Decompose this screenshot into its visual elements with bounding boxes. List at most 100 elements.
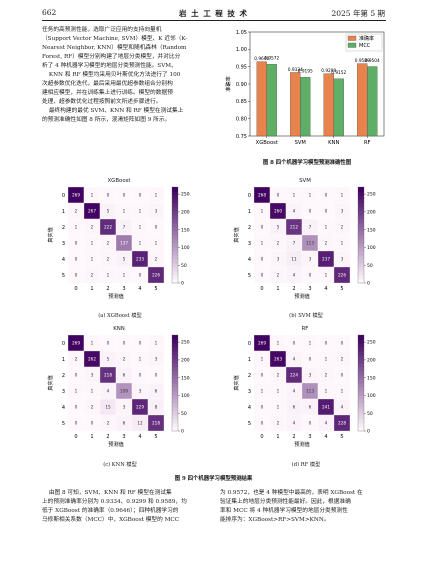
matrix-cell-value: 0 bbox=[123, 341, 126, 346]
matrix-cell bbox=[147, 266, 165, 284]
matrix-cell-value: 1 bbox=[325, 357, 328, 362]
matrix-cell-value: 0 bbox=[309, 209, 312, 214]
matrix-cell-value: 6 bbox=[293, 405, 296, 410]
matrix-cell-value: 1 bbox=[155, 241, 158, 246]
matrix-cell-value: 268 bbox=[258, 193, 266, 198]
matrix-cell-value: 263 bbox=[274, 357, 282, 362]
matrix-cell-value: 0 bbox=[309, 421, 312, 426]
colorbar-segment bbox=[172, 371, 178, 376]
matrix-cell-value: 1 bbox=[261, 209, 264, 214]
x-tick-label: 4 bbox=[138, 434, 141, 440]
text-line: 最终构建的最优 SVM、KNN 和 RF 模型在测试集上 bbox=[48, 108, 184, 114]
matrix-cell-value: 1 bbox=[277, 389, 280, 394]
colorbar-frame bbox=[357, 334, 365, 432]
colorbar-segment bbox=[172, 187, 178, 192]
colorbar-segment bbox=[172, 215, 178, 220]
colorbar-segment bbox=[358, 195, 364, 200]
matrix-cell-value: 0 bbox=[75, 241, 78, 246]
matrix-cell bbox=[333, 414, 351, 432]
text-line: 为 0.9572，也是 4 种模型中最高的，表明 XGBoost 在 bbox=[220, 490, 363, 496]
y-tick-label: 3 bbox=[62, 389, 65, 395]
y-tick-label: 0.80 bbox=[236, 116, 247, 122]
text-line: 验证集上的地层分类预测性能最好。因此，根据准确 bbox=[220, 499, 351, 505]
y-axis-label: 真实值 bbox=[232, 375, 240, 391]
colorbar-segment bbox=[172, 355, 178, 360]
colorbar-frame bbox=[171, 186, 179, 284]
colorbar-segment bbox=[172, 395, 178, 400]
colorbar-segment bbox=[358, 263, 364, 268]
cm-title-xgboost: XGBoost bbox=[107, 178, 131, 184]
matrix-cell-value: 1 bbox=[277, 341, 280, 346]
matrix-cell-value: 3 bbox=[123, 405, 126, 410]
bar-data-label: 0.9299 bbox=[321, 68, 336, 74]
matrix-cell-value: 226 bbox=[152, 273, 160, 278]
colorbar-tick-label: 0 bbox=[367, 429, 370, 435]
matrix-cell-value: 0 bbox=[261, 257, 264, 262]
y-tick-label: 4 bbox=[248, 405, 251, 411]
bar-data-label: 0.9334 bbox=[288, 67, 303, 73]
y-tick-label: 4 bbox=[62, 405, 65, 411]
bar-data-label: 0.9572 bbox=[264, 55, 279, 61]
colorbar-segment bbox=[358, 423, 364, 428]
x-tick-label: 1 bbox=[276, 434, 279, 440]
colorbar-segment bbox=[358, 359, 364, 364]
matrix-cell-value: 1 bbox=[325, 225, 328, 230]
left-paragraph: 任务的高预测性能，选取广泛应用的支持向量机 （Support Vector Ma… bbox=[42, 26, 214, 125]
y-tick-label: 5 bbox=[62, 273, 65, 279]
matrix-cell-value: 0 bbox=[155, 373, 158, 378]
x-axis-label: 预测值 bbox=[294, 440, 310, 448]
matrix-cell-value: 0 bbox=[75, 273, 78, 278]
bar bbox=[333, 78, 344, 137]
matrix-cell-value: 1 bbox=[325, 389, 328, 394]
text-line: 的预测准确性如图 8 所示，混淆矩阵如图 9 所示。 bbox=[42, 117, 171, 123]
matrix-cell-value: 0 bbox=[107, 193, 110, 198]
fig8-caption: 图 8 四个机器学习模型预测准确性图 bbox=[262, 160, 352, 166]
matrix-cell-value: 2 bbox=[91, 405, 94, 410]
colorbar-tick-label: 200 bbox=[181, 209, 190, 215]
matrix-cell-value: 0 bbox=[123, 193, 126, 198]
x-tick-label: 5 bbox=[154, 434, 157, 440]
matrix-cell-value: 0 bbox=[107, 341, 110, 346]
colorbar-segment bbox=[358, 399, 364, 404]
matrix-cell-value: 0 bbox=[75, 421, 78, 426]
x-tick-label: 4 bbox=[324, 434, 327, 440]
matrix-cell-value: 3 bbox=[277, 257, 280, 262]
y-tick-label: 4 bbox=[248, 257, 251, 263]
matrix-cell-value: 2 bbox=[325, 373, 328, 378]
x-tick-label: 0 bbox=[74, 434, 77, 440]
matrix-cell-value: 2 bbox=[277, 273, 280, 278]
matrix-cell-value: 226 bbox=[338, 273, 346, 278]
colorbar-segment bbox=[358, 271, 364, 276]
matrix-cell-value: 5 bbox=[107, 209, 110, 214]
matrix-cell-value: 228 bbox=[338, 421, 346, 426]
matrix-cell-value: 1 bbox=[261, 357, 264, 362]
colorbar-segment bbox=[358, 403, 364, 408]
bar bbox=[256, 61, 267, 137]
colorbar-segment bbox=[172, 227, 178, 232]
cm-svm: 268 0 1 1 0 11 260 4 0 0 30 5 212 7 1 21 2 7 113 2 10 3 11 3 237… bbox=[232, 186, 376, 300]
colorbar-segment bbox=[358, 383, 364, 388]
page-number: 662 bbox=[42, 8, 57, 17]
matrix-cell-value: 1 bbox=[123, 209, 126, 214]
y-axis-label: 真实值 bbox=[46, 375, 54, 391]
colorbar-segment bbox=[172, 267, 178, 272]
matrix-cell-value: 7 bbox=[309, 225, 312, 230]
matrix-cell-value: 0 bbox=[75, 405, 78, 410]
colorbar-tick-label: 200 bbox=[367, 209, 376, 215]
x-tick-label: SVM bbox=[295, 140, 306, 146]
issue-label: 2025 年第 5 期 bbox=[331, 9, 385, 18]
y-tick-label: 2 bbox=[248, 225, 251, 231]
colorbar-segment bbox=[358, 267, 364, 272]
colorbar-segment bbox=[172, 375, 178, 380]
matrix-cell-value: 1 bbox=[123, 273, 126, 278]
x-tick-label: 2 bbox=[292, 434, 295, 440]
matrix-cell-value: 4 bbox=[341, 405, 344, 410]
matrix-cell-value: 0 bbox=[75, 373, 78, 378]
y-axis-label: 准确率 bbox=[224, 76, 232, 92]
colorbar-segment bbox=[172, 347, 178, 352]
x-tick-label: RF bbox=[364, 140, 371, 146]
cm-title-rf: RF bbox=[301, 326, 309, 332]
matrix-cell-value: 0 bbox=[139, 373, 142, 378]
matrix-cell-value: 0 bbox=[261, 225, 264, 230]
legend-label: 准确率 bbox=[359, 35, 374, 42]
